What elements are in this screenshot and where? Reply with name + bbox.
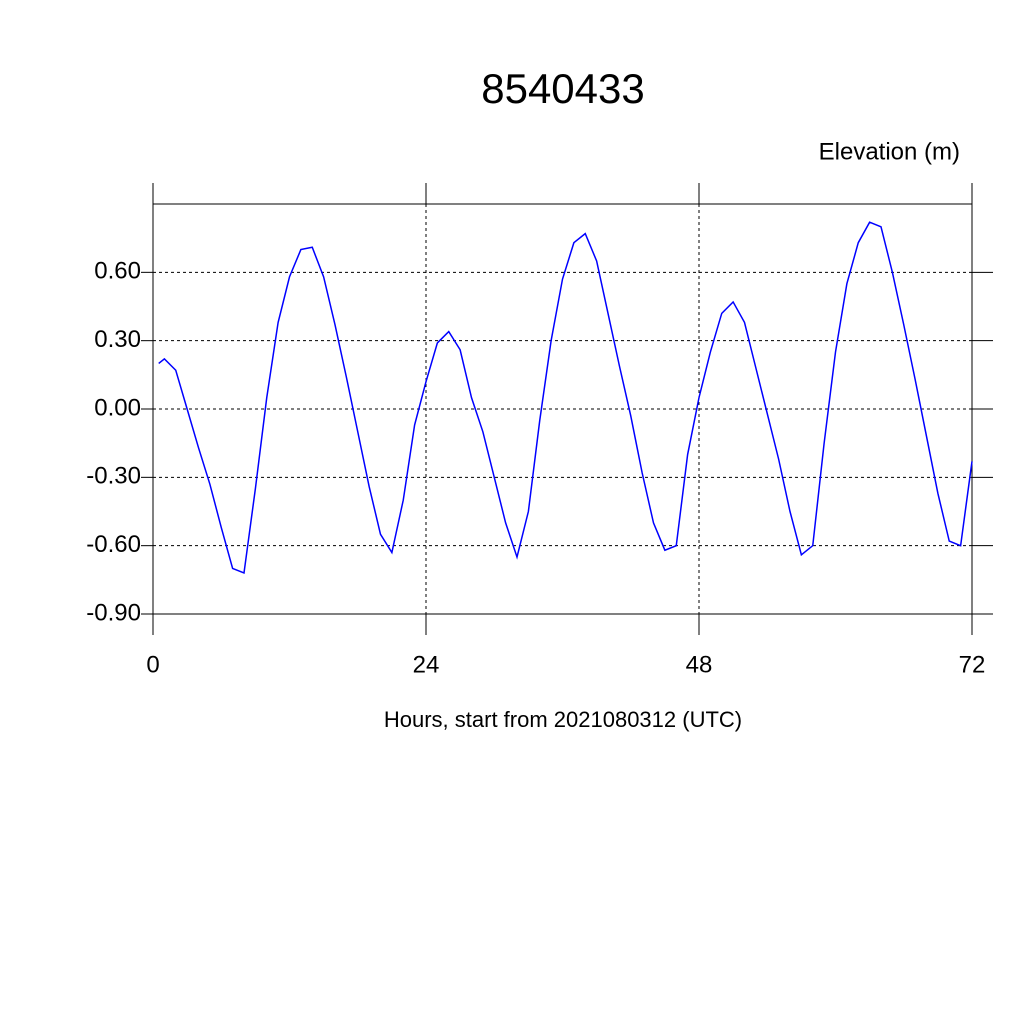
x-axis-label: Hours, start from 2021080312 (UTC) — [384, 707, 742, 732]
y-tick-label: -0.60 — [86, 531, 141, 558]
y-tick-label: 0.00 — [94, 394, 141, 421]
y-tick-label: -0.30 — [86, 463, 141, 490]
y-tick-label: 0.60 — [94, 258, 141, 285]
x-tick-label: 24 — [413, 651, 440, 678]
y-tick-label: 0.30 — [94, 326, 141, 353]
chart-title: 8540433 — [481, 65, 645, 112]
y-axis-label: Elevation (m) — [819, 138, 960, 165]
x-tick-label: 72 — [959, 651, 986, 678]
x-tick-label: 48 — [686, 651, 713, 678]
x-tick-label: 0 — [146, 651, 159, 678]
y-tick-label: -0.90 — [86, 599, 141, 626]
data-line — [158, 221, 973, 575]
